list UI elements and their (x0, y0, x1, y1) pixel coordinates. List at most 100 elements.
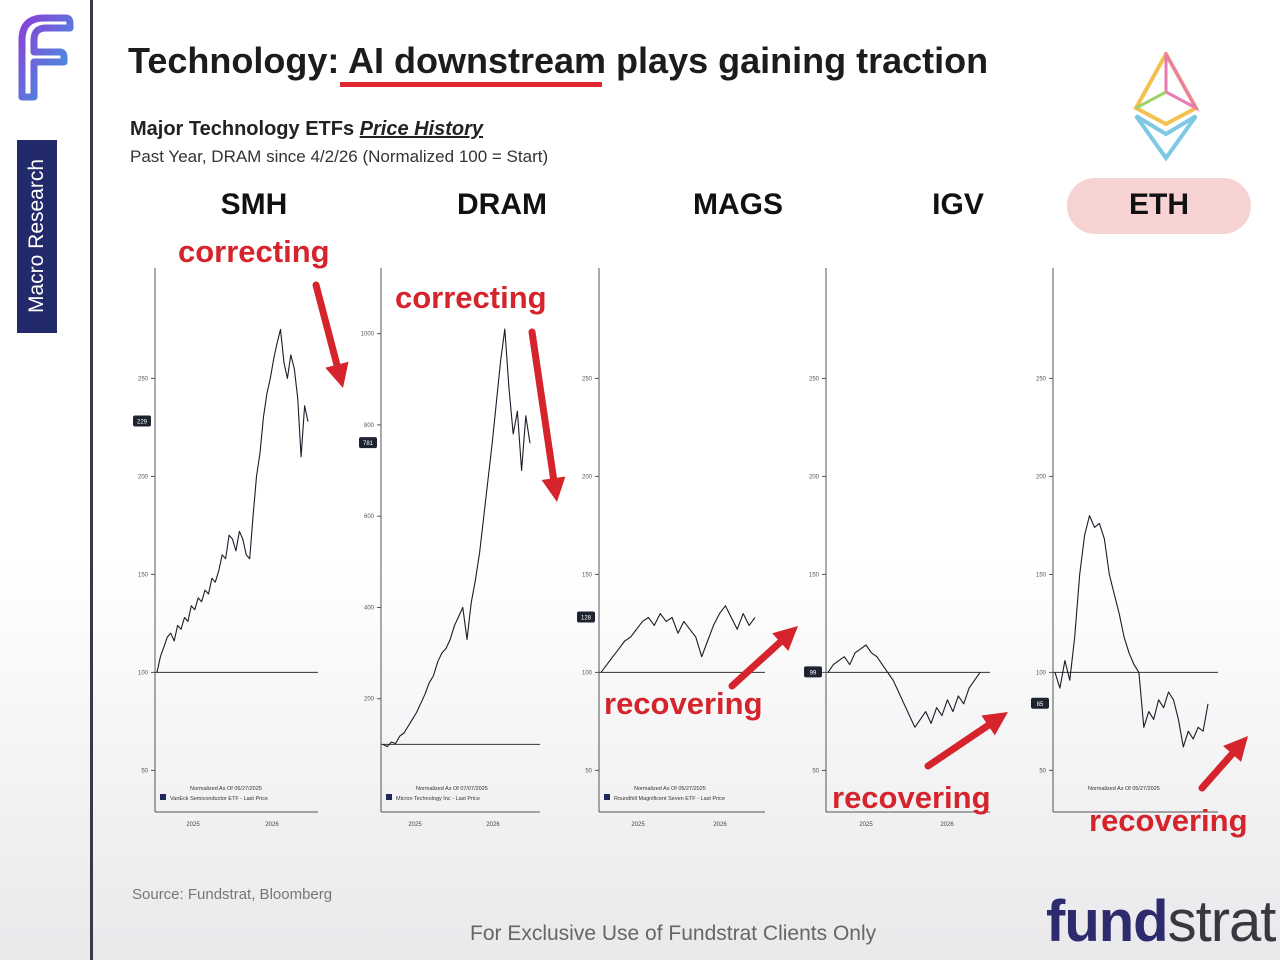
legend-entry: Normalized As Of 05/27/2025 (190, 786, 262, 792)
y-tick-label: 100 (138, 670, 149, 676)
y-tick-label: 400 (364, 605, 375, 611)
y-tick-label: 50 (812, 768, 819, 774)
chart-subtitle: Major Technology ETFs Price History (130, 118, 483, 141)
sidebar-divider (90, 0, 93, 960)
last-value-label: 85 (1037, 702, 1044, 708)
panel-title-eth: ETH (1129, 188, 1189, 221)
y-tick-label: 150 (138, 572, 149, 578)
legend-entry: Normalized As Of 07/07/2025 (416, 786, 488, 792)
arrow-head (325, 361, 349, 388)
series-line (382, 328, 531, 748)
annotation-arrow (924, 721, 992, 770)
y-tick-label: 50 (585, 768, 592, 774)
arrow-head (772, 626, 798, 651)
y-tick-label: 200 (809, 474, 820, 480)
background-fade (0, 560, 1280, 960)
y-tick-label: 250 (1036, 376, 1047, 382)
y-tick-label: 250 (138, 376, 149, 382)
last-value-badge (804, 666, 822, 678)
legend-entry: Micron Technology Inc - Last Price (396, 796, 480, 802)
subtitle-emphasis: Price History (359, 118, 484, 140)
chart-dram: 200 400 600 800 1000 2025 2026 781 Normalized As… (359, 268, 566, 828)
y-tick-label: 100 (1036, 670, 1047, 676)
arrow-head (981, 712, 1008, 736)
fundstrat-wordmark: fundstrat (1046, 888, 1277, 955)
annotation-arrow (312, 281, 341, 369)
panel-title-mags: MAGS (693, 188, 783, 221)
y-tick-label: 250 (809, 376, 820, 382)
annotation-arrow (728, 638, 784, 690)
x-tick-label: 2025 (186, 822, 200, 828)
legend-swatch (604, 794, 610, 800)
legend-swatch (386, 794, 392, 800)
annotation-igv: recovering (832, 780, 991, 815)
chart-smh: 50 100 150 200 250 2025 2026 229 Normalized As O… (133, 268, 349, 828)
page-title: Technology: AI downstream plays gaining … (128, 40, 988, 82)
annotation-eth: recovering (1089, 803, 1248, 838)
last-value-badge (133, 415, 151, 427)
last-value-badge (577, 611, 595, 623)
y-tick-label: 150 (809, 572, 820, 578)
last-value-label: 781 (363, 441, 374, 447)
brand-part1: fund (1046, 889, 1169, 954)
y-tick-label: 100 (582, 670, 593, 676)
y-tick-label: 800 (364, 423, 375, 429)
macro-research-badge (17, 140, 57, 333)
y-tick-label: 150 (1036, 572, 1047, 578)
y-tick-label: 250 (582, 376, 593, 382)
annotation-mags: recovering (604, 686, 763, 721)
y-tick-label: 50 (141, 768, 148, 774)
panel-title-igv: IGV (932, 188, 984, 221)
y-tick-label: 150 (582, 572, 593, 578)
x-tick-label: 2025 (859, 822, 873, 828)
y-tick-label: 600 (364, 514, 375, 520)
title-underline (340, 82, 602, 87)
last-value-label: 128 (581, 616, 592, 622)
series-line (827, 644, 981, 728)
legend-swatch (160, 794, 166, 800)
chart-eth: 50 100 150 200 250 85 Normalized As Of 05/27/2… (1031, 268, 1248, 813)
y-tick-label: 200 (582, 474, 593, 480)
y-tick-label: 200 (1036, 474, 1047, 480)
y-tick-label: 1000 (361, 332, 375, 338)
title-highlight: AI downstream (348, 40, 607, 81)
legend-entry: Normalized As Of 05/27/2025 (634, 786, 706, 792)
annotation-smh: correcting (178, 234, 330, 269)
panel-title-smh: SMH (220, 188, 288, 221)
footer-disclaimer: For Exclusive Use of Fundstrat Clients O… (470, 922, 877, 945)
x-tick-label: 2026 (265, 822, 279, 828)
legend-entry: Normalized As Of 05/27/2025 (1088, 786, 1160, 792)
last-value-label: 229 (137, 420, 148, 426)
chart-igv: 501001502002502025202699 (804, 268, 1008, 828)
brand-part2: strat (1167, 889, 1277, 954)
panel-title-dram: DRAM (457, 188, 547, 221)
y-tick-label: 50 (1039, 768, 1046, 774)
x-tick-label: 2025 (631, 822, 645, 828)
chart-mags: 50 100 150 200 250 2025 2026 128 Normalized As O… (577, 268, 798, 828)
last-value-badge (359, 437, 377, 449)
x-tick-label: 2026 (940, 822, 954, 828)
y-tick-label: 200 (138, 474, 149, 480)
x-tick-label: 2026 (486, 822, 500, 828)
legend-entry: Roundhill Magnificent Seven ETF - Last P… (614, 796, 725, 802)
series-line (1054, 515, 1209, 748)
x-tick-label: 2026 (713, 822, 727, 828)
annotation-dram: correcting (395, 280, 547, 315)
arrow-head (541, 476, 566, 502)
series-line (156, 328, 309, 673)
annotation-arrow (1198, 750, 1236, 792)
title-prefix: Technology: (128, 40, 348, 81)
title-suffix: plays gaining traction (606, 40, 989, 81)
last-value-label: 99 (810, 670, 817, 676)
subtitle-main: Major Technology ETFs (130, 118, 360, 140)
last-value-badge (1031, 697, 1049, 709)
arrow-head (1223, 736, 1248, 762)
source-note: Source: Fundstrat, Bloomberg (132, 886, 333, 903)
ethereum-logo-icon (1133, 52, 1200, 162)
series-line (600, 605, 756, 673)
y-tick-label: 200 (364, 697, 375, 703)
chart-subtitle-detail: Past Year, DRAM since 4/2/26 (Normalized… (130, 147, 549, 166)
annotation-arrow (528, 328, 558, 482)
fundstrat-f-logo-icon (18, 14, 74, 101)
